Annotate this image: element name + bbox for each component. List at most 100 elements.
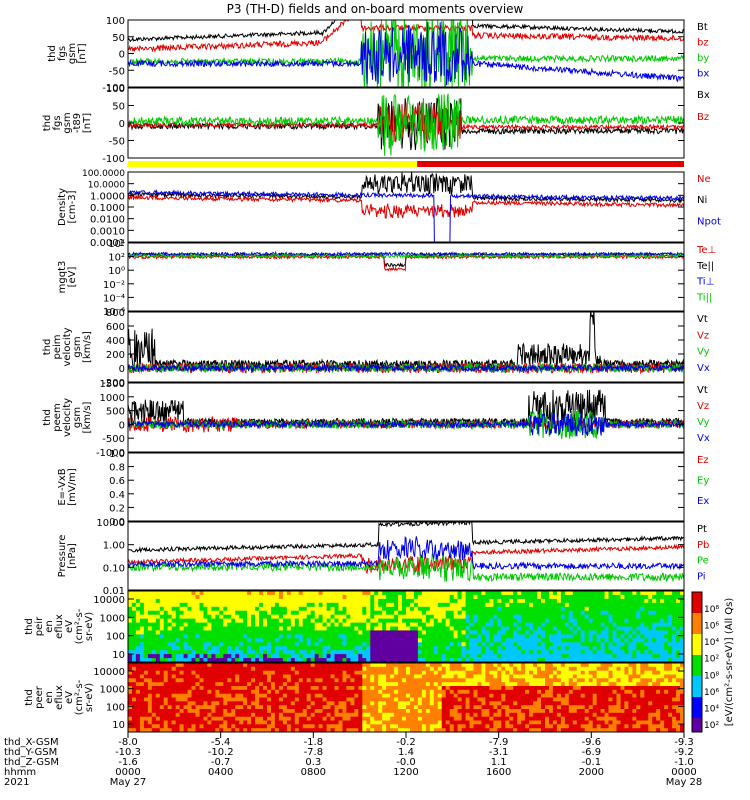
heat-cell bbox=[175, 709, 181, 714]
heat-cell bbox=[263, 594, 268, 600]
heat-cell bbox=[537, 697, 542, 702]
heat-cell bbox=[314, 642, 320, 647]
heat-cell bbox=[572, 618, 578, 624]
heat-cell bbox=[612, 602, 618, 608]
heat-cell bbox=[560, 602, 566, 608]
heat-cell bbox=[584, 654, 590, 659]
heat-cell bbox=[179, 594, 185, 600]
heat-cell bbox=[132, 646, 137, 651]
heat-cell bbox=[362, 716, 367, 722]
heat-cell bbox=[489, 610, 494, 616]
heat-cell bbox=[143, 606, 149, 612]
heat-cell bbox=[199, 689, 205, 695]
heat-cell bbox=[497, 724, 502, 729]
heat-cell bbox=[469, 638, 475, 643]
heat-cell bbox=[147, 674, 153, 679]
heat-cell bbox=[298, 622, 304, 628]
heat-cell bbox=[588, 591, 594, 596]
heat-cell bbox=[433, 630, 439, 635]
heat-cell bbox=[417, 666, 423, 672]
heat-cell bbox=[163, 646, 169, 651]
heat-cell bbox=[195, 606, 201, 612]
heat-cell bbox=[465, 654, 471, 659]
heat-cell bbox=[282, 728, 288, 732]
heat-cell bbox=[398, 663, 403, 668]
heat-cell bbox=[406, 630, 411, 635]
heat-cell bbox=[294, 666, 300, 672]
heat-cell bbox=[195, 663, 201, 668]
heat-cell bbox=[588, 689, 594, 695]
heat-cell bbox=[378, 618, 383, 624]
heat-cell bbox=[417, 614, 423, 620]
heat-cell bbox=[652, 610, 657, 616]
heat-cell bbox=[509, 634, 514, 639]
heat-cell bbox=[155, 618, 161, 624]
heat-cell bbox=[541, 682, 546, 687]
heat-cell bbox=[501, 728, 506, 732]
heat-cell bbox=[132, 591, 137, 596]
heat-cell bbox=[207, 638, 212, 643]
heat-cell bbox=[132, 728, 137, 732]
heat-cell bbox=[227, 666, 232, 672]
heat-cell bbox=[211, 728, 216, 732]
heat-cell bbox=[473, 666, 479, 672]
heat-cell bbox=[457, 686, 463, 691]
heat-cell bbox=[274, 630, 280, 635]
heat-cell bbox=[533, 602, 538, 608]
heat-cell bbox=[441, 634, 447, 639]
heat-cell bbox=[322, 602, 328, 608]
heat-cell bbox=[187, 646, 193, 651]
heat-cell bbox=[147, 650, 153, 655]
heat-cell bbox=[227, 650, 232, 655]
heat-cell bbox=[596, 716, 602, 722]
heat-cell bbox=[207, 724, 212, 729]
heat-cell bbox=[263, 602, 268, 608]
heat-cell bbox=[549, 663, 554, 668]
heat-cell bbox=[473, 674, 479, 679]
heat-cell bbox=[191, 638, 197, 643]
heat-cell bbox=[227, 686, 232, 691]
heat-cell bbox=[497, 591, 502, 596]
heat-cell bbox=[342, 678, 348, 683]
heat-cell bbox=[552, 634, 558, 639]
heat-cell bbox=[231, 720, 236, 725]
heat-cell bbox=[425, 626, 431, 631]
heat-cell bbox=[457, 689, 463, 695]
heat-cell bbox=[441, 693, 447, 699]
heat-cell bbox=[676, 602, 681, 608]
heat-cell bbox=[453, 650, 459, 655]
heat-cell bbox=[608, 720, 614, 725]
heat-cell bbox=[199, 618, 205, 624]
heat-cell bbox=[278, 598, 284, 604]
heat-cell bbox=[171, 701, 177, 706]
heat-cell bbox=[453, 658, 459, 662]
heat-cell bbox=[318, 682, 324, 687]
heat-cell bbox=[251, 712, 256, 718]
heat-cell bbox=[298, 724, 304, 729]
heat-cell bbox=[525, 678, 530, 683]
heat-cell bbox=[199, 678, 205, 683]
heat-cell bbox=[545, 663, 550, 668]
heat-cell bbox=[465, 646, 471, 651]
heat-cell bbox=[231, 614, 236, 620]
heat-cell bbox=[247, 666, 252, 672]
heat-cell bbox=[410, 630, 415, 635]
heat-cell bbox=[255, 591, 260, 596]
heat-cell bbox=[362, 650, 367, 655]
ylabel-line: sr-eV) bbox=[84, 612, 95, 641]
heat-cell bbox=[533, 610, 538, 616]
heat-cell bbox=[326, 663, 332, 668]
heat-cell bbox=[584, 693, 590, 699]
heat-cell bbox=[163, 663, 169, 668]
heat-cell bbox=[282, 630, 288, 635]
heat-cell bbox=[255, 606, 260, 612]
heat-cell bbox=[616, 646, 622, 651]
heat-cell bbox=[394, 614, 399, 620]
heat-cell bbox=[271, 614, 276, 620]
heat-cell bbox=[644, 654, 649, 659]
heat-cell bbox=[620, 610, 626, 616]
heat-cell bbox=[247, 720, 252, 725]
heat-cell bbox=[362, 701, 367, 706]
ylabel-line: gsm bbox=[67, 43, 78, 64]
